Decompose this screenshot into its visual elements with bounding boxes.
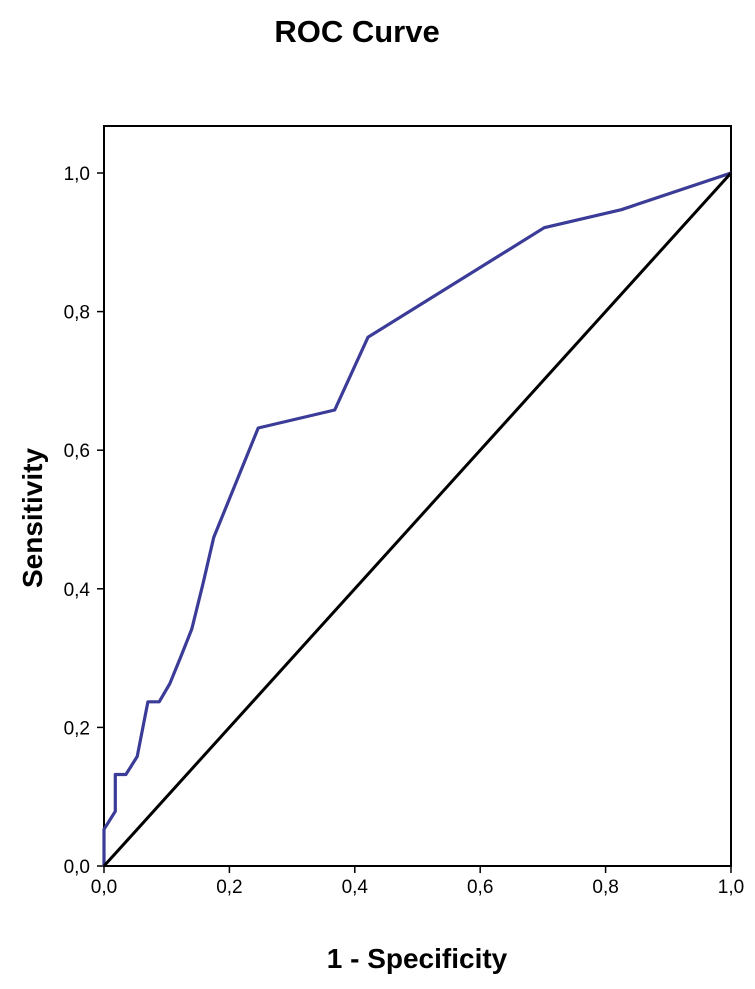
y-tick-label: 0,8: [64, 303, 90, 324]
chart-title: ROC Curve: [274, 14, 439, 49]
reference-diagonal-line: [102, 171, 733, 868]
y-axis-label: Sensitivity: [17, 448, 48, 588]
x-tick-label: 0,6: [467, 877, 493, 898]
roc-curve-line: [102, 171, 732, 866]
x-tick-label: 0,2: [216, 877, 242, 898]
y-tick-label: 1,0: [64, 164, 90, 185]
series-layer: [102, 171, 733, 868]
plot-frame: [103, 125, 732, 867]
y-tick-label: 0,2: [64, 718, 90, 739]
y-tick-label: 0,4: [64, 580, 91, 601]
x-tick-label: 0,8: [592, 877, 618, 898]
x-tick-label: 0,4: [342, 877, 369, 898]
x-axis-label: 1 - Specificity: [327, 943, 508, 974]
axis-ticks: 0,0 0,2 0,4 0,6 0,8 1,0 0,0 0,2 0,4 0,6 0,8 1,0: [64, 164, 745, 898]
x-tick-label: 1,0: [718, 877, 744, 898]
x-tick-label: 0,0: [91, 877, 117, 898]
y-tick-label: 0,0: [64, 857, 90, 878]
y-tick-label: 0,6: [64, 441, 90, 462]
